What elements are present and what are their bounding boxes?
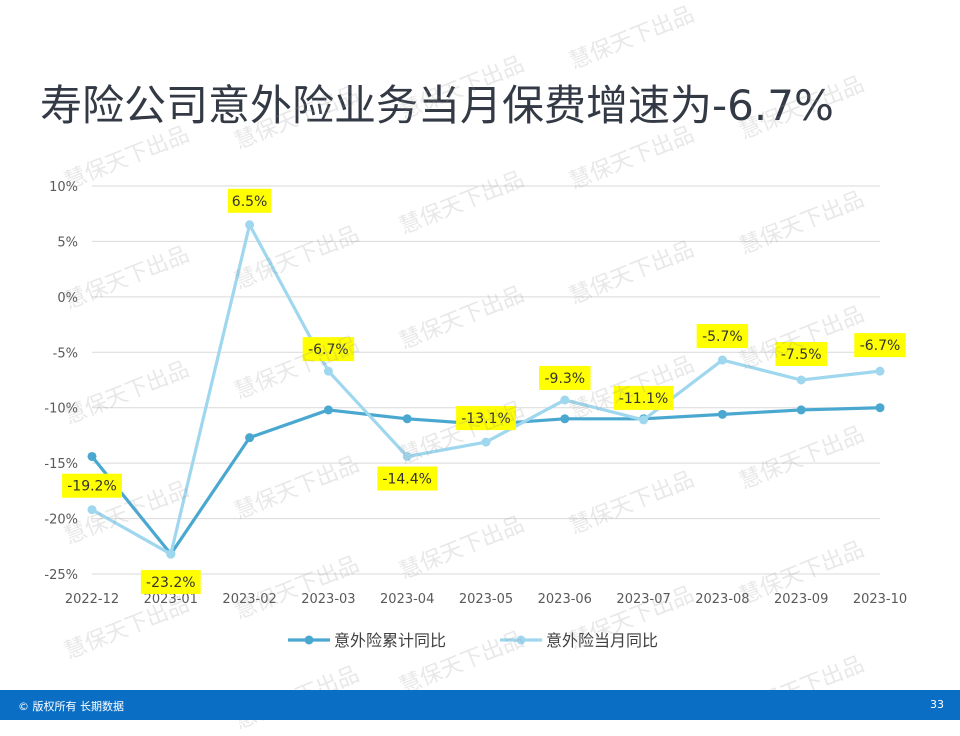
data-label: -14.4% (377, 466, 438, 491)
data-label-box (696, 324, 749, 349)
legend-label: 意外险当月同比 (546, 631, 658, 650)
chart-legend: 意外险累计同比 意外险当月同比 (288, 631, 658, 650)
data-label-text: -7.5% (781, 347, 822, 363)
y-tick-label: -20% (44, 513, 78, 528)
footer-copyright: © 版权所有 长期数据 (18, 700, 124, 713)
x-tick-label: 2023-01 (144, 592, 198, 607)
data-label-text: -5.7% (702, 329, 743, 345)
data-label-text: -11.1% (619, 391, 669, 407)
legend-swatch-marker (304, 635, 314, 645)
y-axis: 10% 5% 0% -5% -10% -15% -20% -25% (44, 180, 78, 583)
page-title: 寿险公司意外险业务当月保费增速为-6.7% (40, 81, 834, 130)
series-point (323, 405, 333, 415)
data-label-box (228, 188, 272, 213)
data-label: -11.1% (613, 385, 674, 410)
data-label-text: -23.2% (146, 575, 196, 591)
series-point (560, 395, 570, 405)
data-label-text: -19.2% (67, 479, 117, 495)
data-label: -23.2% (140, 570, 201, 595)
data-label-box (613, 385, 674, 410)
y-tick-label: -5% (53, 346, 78, 361)
data-label-text: -13.1% (461, 411, 511, 427)
data-label-box (854, 333, 906, 358)
series-point (875, 403, 885, 413)
x-axis: 2022-12 2023-01 2023-02 2023-03 2023-04 2023-… (65, 592, 907, 607)
chart-series (87, 220, 885, 559)
series-point (717, 355, 727, 365)
series-point (402, 451, 412, 461)
data-label: -6.7% (302, 337, 355, 362)
data-label: -7.5% (775, 342, 827, 366)
y-tick-label: 10% (49, 180, 78, 195)
footer-bar: © 版权所有 长期数据 33 (0, 690, 960, 720)
data-label-box (62, 473, 122, 498)
data-label-text: -9.3% (544, 371, 585, 387)
data-label-box (377, 466, 438, 491)
series-point (481, 437, 491, 447)
line-chart: 10% 5% 0% -5% -10% -15% -20% -25% 2022-12 2023-0… (44, 180, 907, 650)
legend-label: 意外险累计同比 (334, 631, 446, 650)
series-point (87, 505, 97, 515)
series-point (245, 220, 255, 230)
x-tick-label: 2022-12 (65, 592, 119, 607)
y-tick-label: -10% (44, 402, 78, 417)
series-point (166, 549, 176, 559)
x-tick-label: 2023-07 (616, 592, 670, 607)
series-point (245, 433, 255, 443)
data-label-box (775, 342, 827, 366)
y-tick-label: -15% (44, 457, 78, 472)
x-tick-label: 2023-03 (301, 592, 355, 607)
series-point (323, 366, 333, 376)
x-tick-label: 2023-09 (774, 592, 828, 607)
data-label-text: -14.4% (382, 471, 432, 487)
series-point (639, 415, 649, 425)
data-label: -9.3% (539, 365, 591, 390)
chart-gridlines (92, 185, 880, 575)
x-tick-label: 2023-06 (538, 592, 592, 607)
data-labels: -19.2% -23.2% 6.5% -6.7% -14.4% -13.1% -9.3% -1… (62, 188, 906, 595)
x-tick-label: 2023-04 (380, 592, 434, 607)
series-point (875, 366, 885, 376)
x-tick-label: 2023-10 (853, 592, 907, 607)
series-point (87, 451, 97, 461)
data-label-box (539, 365, 591, 390)
data-label: -5.7% (696, 324, 749, 349)
data-label-box (140, 570, 201, 595)
series-point (717, 409, 727, 419)
data-label: 6.5% (228, 188, 272, 213)
data-label-text: -6.7% (860, 338, 901, 354)
x-tick-label: 2023-08 (695, 592, 749, 607)
legend-item-1: 意外险累计同比 (288, 631, 446, 650)
series-line-2 (91, 223, 881, 556)
data-label-box (456, 406, 516, 431)
legend-swatch-marker (516, 635, 526, 645)
y-tick-label: -25% (44, 568, 78, 583)
series-point (796, 375, 806, 385)
data-label: -6.7% (854, 333, 906, 358)
series-point (796, 405, 806, 415)
data-label-text: 6.5% (232, 194, 268, 210)
legend-item-2: 意外险当月同比 (500, 631, 658, 650)
data-label-text: -6.7% (308, 342, 349, 358)
y-tick-label: 5% (57, 235, 78, 250)
x-tick-label: 2023-05 (459, 592, 513, 607)
data-label: -19.2% (62, 473, 122, 498)
y-tick-label: 0% (57, 291, 78, 306)
x-tick-label: 2023-02 (222, 592, 276, 607)
data-label: -13.1% (456, 406, 516, 431)
page-number: 33 (930, 698, 944, 711)
series-point (402, 414, 412, 424)
series-point (560, 414, 570, 424)
data-label-box (302, 337, 355, 362)
